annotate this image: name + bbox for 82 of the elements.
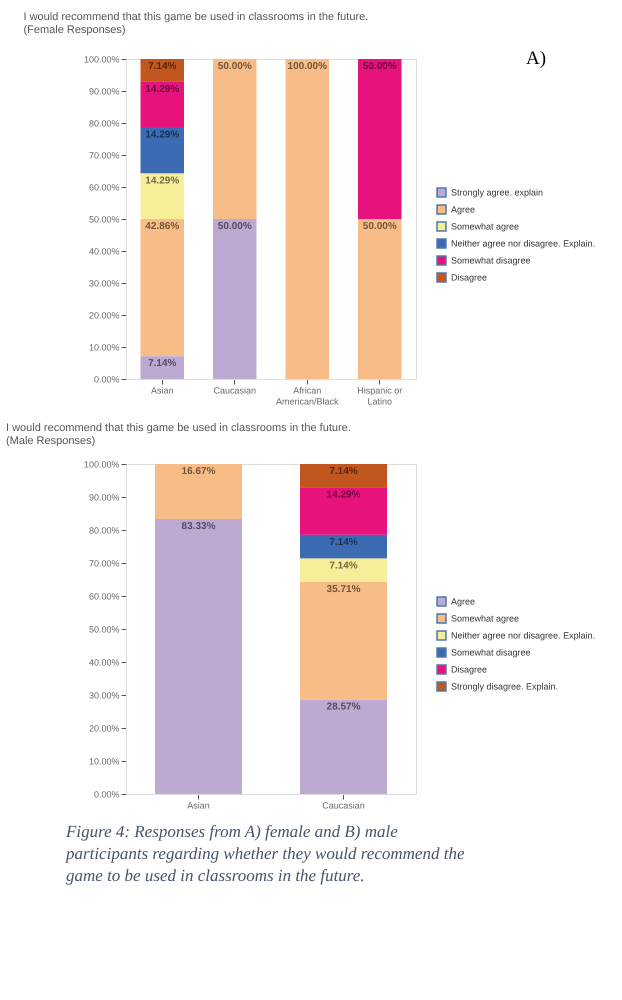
- bar: [140, 219, 184, 356]
- x-tick-label: African American/Black: [276, 386, 340, 406]
- data-label: 7.14%: [329, 560, 358, 572]
- bar: [140, 173, 184, 219]
- data-label: 14.29%: [326, 490, 361, 501]
- bar: [300, 534, 387, 558]
- bar: [140, 82, 184, 128]
- legend-label: Strongly disagree. Explain.: [451, 682, 558, 692]
- legend-label: Agree: [451, 596, 476, 606]
- legend-label: Disagree: [451, 272, 488, 282]
- legend-label: Somewhat agree: [451, 222, 520, 232]
- bar: [286, 59, 329, 379]
- y-tick-label: 60.00%: [88, 182, 120, 192]
- data-label: 7.14%: [148, 60, 177, 72]
- y-tick-label: 60.00%: [88, 592, 120, 602]
- data-label: 50.00%: [362, 221, 397, 232]
- legend-label: Disagree: [451, 664, 488, 674]
- y-tick-label: 90.00%: [88, 86, 120, 96]
- bar: [300, 558, 387, 582]
- legend-label: Neither agree nor disagree. Explain.: [451, 238, 596, 248]
- bar: [300, 700, 387, 794]
- data-label: 7.14%: [148, 358, 177, 370]
- bar: [155, 519, 242, 794]
- bar: [358, 219, 402, 379]
- y-tick-label: 80.00%: [88, 526, 120, 536]
- y-tick-label: 100.00%: [84, 460, 120, 470]
- legend-label: Agree: [451, 204, 476, 214]
- legend-label: Somewhat agree: [451, 614, 520, 624]
- data-label: 35.71%: [326, 584, 361, 595]
- y-tick-label: 20.00%: [88, 310, 120, 320]
- data-label: 7.14%: [329, 466, 358, 478]
- caption: Figure 4: Responses from A) female and B) male participants regarding whether they would recommend the game to be used in classrooms in the future.: [65, 822, 465, 885]
- bar: [213, 219, 256, 379]
- legend-label: Somewhat disagree: [451, 648, 531, 658]
- y-tick-label: 40.00%: [88, 658, 120, 668]
- bar: [140, 128, 184, 174]
- data-label: 100.00%: [288, 61, 328, 72]
- data-label: 14.29%: [145, 130, 180, 141]
- bar: [300, 488, 387, 535]
- bar: [300, 464, 387, 488]
- bar: [140, 58, 184, 82]
- y-tick-label: 50.00%: [88, 214, 120, 224]
- y-tick-label: 90.00%: [88, 492, 120, 502]
- data-label: 50.00%: [218, 61, 252, 72]
- y-tick-label: 10.00%: [88, 342, 120, 352]
- data-label: 50.00%: [218, 221, 252, 232]
- text: A): [526, 48, 546, 69]
- y-tick-label: 80.00%: [88, 118, 120, 128]
- y-tick-label: 10.00%: [88, 756, 120, 766]
- bar: [300, 582, 387, 700]
- y-tick-label: 30.00%: [88, 690, 120, 700]
- data-label: 28.57%: [326, 702, 361, 713]
- y-tick-label: 0.00%: [94, 374, 120, 384]
- data-label: 14.29%: [145, 84, 180, 95]
- x-tick-label: Asian: [150, 386, 174, 396]
- bar: [155, 464, 242, 520]
- y-tick-label: 50.00%: [88, 624, 120, 634]
- y-tick-label: 0.00%: [94, 790, 120, 800]
- x-tick-label: Caucasian: [322, 800, 365, 810]
- y-tick-label: 20.00%: [88, 724, 120, 734]
- y-tick-label: 70.00%: [88, 150, 120, 160]
- y-tick-label: 100.00%: [84, 54, 120, 64]
- data-label: 83.33%: [182, 521, 216, 532]
- chart-title: I would recommend that this game be used in classrooms in the future. (Female Responses): [23, 11, 368, 36]
- y-tick-label: 40.00%: [88, 246, 120, 256]
- legend-label: Neither agree nor disagree. Explain.: [451, 630, 596, 640]
- legend-label: Somewhat disagree: [451, 256, 531, 266]
- y-tick-label: 30.00%: [88, 278, 120, 288]
- x-tick-label: Asian: [187, 800, 210, 810]
- bar: [358, 59, 402, 219]
- x-tick-label: Hispanic or Latino: [357, 386, 402, 406]
- y-tick-label: 70.00%: [88, 558, 120, 568]
- legend-label: Strongly agree. explain: [451, 188, 544, 198]
- bar: [213, 59, 256, 219]
- data-label: 7.14%: [329, 536, 358, 548]
- chart-title: I would recommend that this game be used in classrooms in the future. (Male Responses): [6, 422, 351, 447]
- data-label: 50.00%: [362, 61, 397, 72]
- data-label: 42.86%: [145, 221, 180, 232]
- data-label: 16.67%: [182, 466, 216, 477]
- bar: [140, 356, 184, 379]
- data-label: 14.29%: [145, 175, 180, 186]
- x-tick-label: Caucasian: [213, 386, 256, 396]
